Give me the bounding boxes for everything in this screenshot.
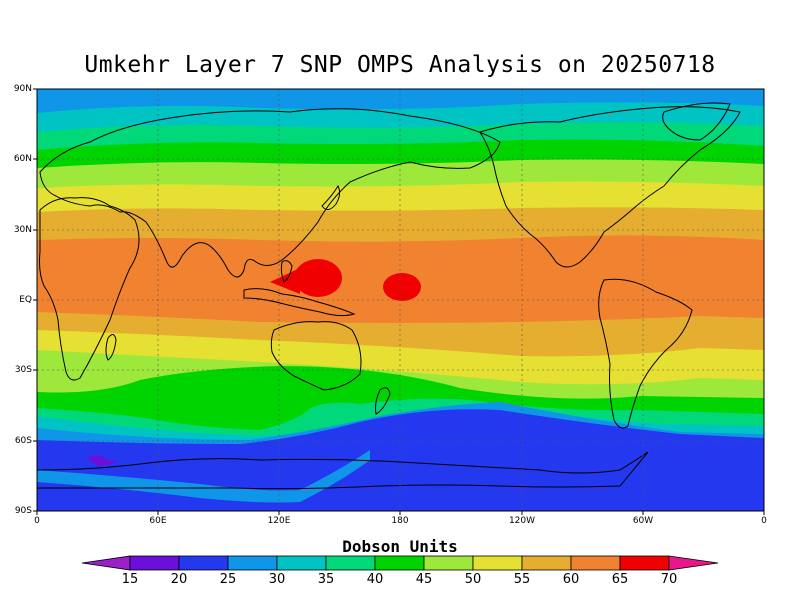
south-america-outline (598, 278, 693, 429)
map-field (37, 89, 764, 511)
colorbar-label-60: 60 (562, 572, 580, 587)
lon-label-0-east: 0 (761, 516, 767, 526)
eurasia-outline (39, 108, 501, 278)
colorbar-box-35-40 (325, 555, 376, 571)
lat-label-30s: 30S (14, 365, 32, 375)
colorbar-label-70: 70 (660, 572, 678, 587)
grid-lines (37, 89, 764, 511)
lat-label-eq: EQ (19, 295, 32, 305)
lat-label-90n: 90N (13, 84, 32, 94)
colorbar-label-15: 15 (121, 572, 139, 587)
north-america-outline (479, 106, 741, 268)
lon-label-60w: 60W (632, 516, 654, 526)
lat-label-30n: 30N (13, 225, 32, 235)
lat-label-60s: 60S (14, 436, 32, 446)
colorbar-label-50: 50 (464, 572, 482, 587)
lon-label-0-west: 0 (34, 516, 40, 526)
greenland-outline (662, 102, 731, 141)
lon-label-60e: 60E (149, 516, 167, 526)
colorbar-label-55: 55 (513, 572, 531, 587)
colorbar-box-15-20 (129, 555, 180, 571)
colorbar-label-45: 45 (415, 572, 433, 587)
lat-label-60n: 60N (13, 154, 32, 164)
lon-label-120w: 120W (508, 516, 536, 526)
lon-label-120e: 120E (267, 516, 291, 526)
chart-title: Umkehr Layer 7 SNP OMPS Analysis on 2025… (84, 52, 716, 78)
colorbar (81, 555, 719, 571)
colorbar-label-30: 30 (268, 572, 286, 587)
colorbar-high-arrow (668, 555, 719, 571)
japan-outline (321, 184, 341, 210)
continent-outlines (37, 102, 741, 490)
new-zealand-outline (375, 387, 391, 415)
colorbar-box-40-45 (374, 555, 425, 571)
minimum-antarctic (88, 455, 118, 466)
antarctica-outline (37, 451, 649, 490)
colorbar-box-20-25 (178, 555, 229, 571)
australia-outline (270, 321, 362, 391)
colorbar-label-20: 20 (170, 572, 188, 587)
band-20-25-bottom (37, 460, 370, 511)
madagascar-outline (105, 334, 117, 361)
colorbar-box-55-60 (521, 555, 572, 571)
maximum-central-pacific (383, 273, 421, 301)
tick-marks (33, 88, 765, 515)
colorbar-label-35: 35 (317, 572, 335, 587)
colorbar-label-40: 40 (366, 572, 384, 587)
colorbar-low-arrow (81, 555, 131, 571)
colorbar-box-60-65 (570, 555, 621, 571)
colorbar-label-65: 65 (611, 572, 629, 587)
lat-label-90s: 90S (14, 506, 32, 516)
colorbar-label-25: 25 (219, 572, 237, 587)
colorbar-box-30-35 (276, 555, 327, 571)
maritime-continent-outline (243, 288, 356, 317)
lon-label-180: 180 (391, 516, 409, 526)
colorbar-box-45-50 (423, 555, 474, 571)
colorbar-box-25-30 (227, 555, 278, 571)
africa-outline (39, 197, 140, 381)
philippines-outline (280, 260, 293, 283)
colorbar-title: Dobson Units (342, 537, 458, 556)
band-20-25-south (37, 409, 764, 511)
colorbar-box-50-55 (472, 555, 523, 571)
maximum-west-pacific (294, 259, 342, 297)
colorbar-box-65-70 (619, 555, 670, 571)
